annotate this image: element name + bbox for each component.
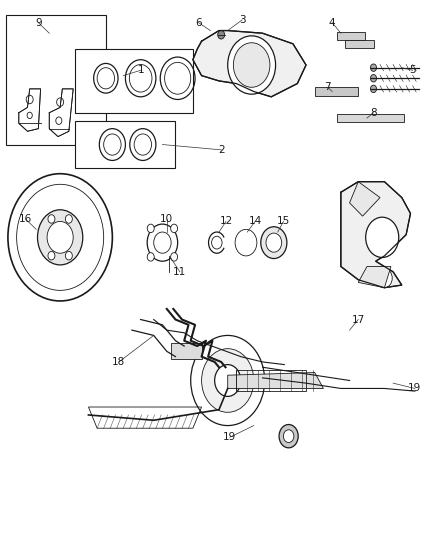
Circle shape <box>191 335 265 425</box>
Bar <box>345 39 374 48</box>
Circle shape <box>228 36 276 94</box>
Circle shape <box>47 221 73 253</box>
Polygon shape <box>49 89 73 136</box>
Circle shape <box>371 64 377 71</box>
Bar <box>75 49 193 113</box>
Circle shape <box>38 210 83 265</box>
Circle shape <box>377 269 392 288</box>
Circle shape <box>261 227 287 259</box>
Bar <box>336 31 365 40</box>
Circle shape <box>48 215 55 223</box>
Polygon shape <box>193 30 306 97</box>
Circle shape <box>65 252 72 260</box>
Text: 19: 19 <box>223 432 237 442</box>
Text: 11: 11 <box>173 267 187 277</box>
Text: 12: 12 <box>219 216 233 227</box>
Polygon shape <box>341 182 410 288</box>
Circle shape <box>235 229 257 256</box>
Circle shape <box>147 253 154 261</box>
Text: 6: 6 <box>195 18 202 28</box>
Circle shape <box>366 217 399 257</box>
Polygon shape <box>171 343 201 359</box>
Circle shape <box>266 233 282 252</box>
Text: 10: 10 <box>160 214 173 224</box>
Circle shape <box>279 424 298 448</box>
Polygon shape <box>350 182 380 216</box>
Circle shape <box>201 349 254 413</box>
Circle shape <box>371 85 377 93</box>
Circle shape <box>17 184 104 290</box>
Text: 9: 9 <box>35 18 42 28</box>
Text: 3: 3 <box>239 15 245 25</box>
Circle shape <box>154 232 171 253</box>
Circle shape <box>233 43 270 87</box>
Circle shape <box>171 224 177 232</box>
Circle shape <box>212 236 222 249</box>
Circle shape <box>371 75 377 82</box>
Text: 18: 18 <box>112 357 126 367</box>
Text: 17: 17 <box>352 314 365 325</box>
Text: 7: 7 <box>325 82 331 92</box>
Polygon shape <box>19 89 41 131</box>
Text: 8: 8 <box>370 108 377 118</box>
Text: 15: 15 <box>277 216 290 227</box>
Circle shape <box>147 224 154 232</box>
Bar <box>6 14 106 144</box>
Circle shape <box>8 174 113 301</box>
Text: 16: 16 <box>19 214 32 224</box>
Circle shape <box>48 252 55 260</box>
Text: 4: 4 <box>329 18 336 28</box>
Polygon shape <box>358 266 391 288</box>
Text: 14: 14 <box>248 216 262 227</box>
Circle shape <box>65 215 72 223</box>
Circle shape <box>283 430 294 442</box>
Text: 5: 5 <box>410 66 416 75</box>
Polygon shape <box>228 373 323 389</box>
Text: 2: 2 <box>218 145 225 155</box>
Circle shape <box>147 224 178 261</box>
Bar <box>336 114 404 122</box>
Circle shape <box>218 30 225 39</box>
Circle shape <box>215 365 241 397</box>
Bar <box>315 87 358 96</box>
Text: 1: 1 <box>138 66 144 75</box>
Circle shape <box>171 253 177 261</box>
Text: 19: 19 <box>408 383 421 393</box>
Bar <box>75 120 176 168</box>
